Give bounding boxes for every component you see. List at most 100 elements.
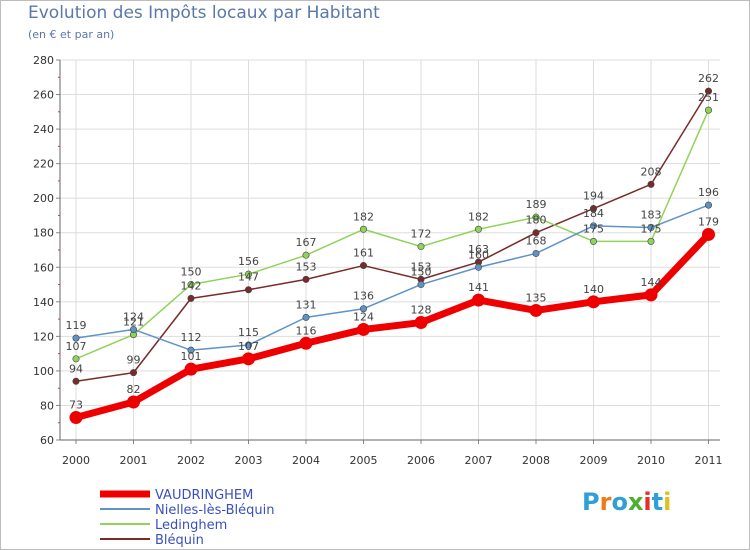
y-tick-label: 120 xyxy=(33,330,54,343)
data-label: 262 xyxy=(698,72,719,85)
data-point xyxy=(647,237,655,245)
data-point xyxy=(474,225,482,233)
data-label: 94 xyxy=(69,362,83,375)
data-label: 147 xyxy=(238,271,259,284)
y-tick-label: 220 xyxy=(33,158,54,171)
logo-letter: o xyxy=(611,488,628,516)
data-point xyxy=(589,222,597,230)
data-label: 82 xyxy=(127,383,141,396)
legend-label: Nielles-lès-Bléquin xyxy=(155,503,275,518)
x-tick-label: 2008 xyxy=(522,454,550,467)
data-label: 124 xyxy=(353,310,374,323)
x-tick-label: 2001 xyxy=(120,454,148,467)
data-label: 101 xyxy=(181,350,202,363)
logo-letter: r xyxy=(599,488,612,516)
data-label: 182 xyxy=(353,210,374,223)
series-line-Ledinghem xyxy=(75,109,710,360)
data-labels: 73 82 101 107 116 124 128 141 135 140 144 179 119 124… xyxy=(66,72,720,411)
data-label: 112 xyxy=(181,331,202,344)
data-point xyxy=(647,180,655,188)
y-tick-label: 100 xyxy=(33,365,54,378)
y-tick-label: 200 xyxy=(33,192,54,205)
data-label: 156 xyxy=(238,255,259,268)
data-point xyxy=(532,213,540,221)
data-point xyxy=(359,262,367,270)
data-point xyxy=(187,346,195,354)
data-label: 172 xyxy=(411,228,432,241)
proxiti-logo: Proxiti xyxy=(582,488,671,516)
data-point xyxy=(245,286,253,294)
data-label: 168 xyxy=(526,234,547,247)
data-label: 160 xyxy=(468,248,489,261)
data-label: 121 xyxy=(123,316,144,329)
data-point xyxy=(414,316,428,330)
legend-label: Bléquin xyxy=(155,533,204,548)
data-point xyxy=(72,355,80,363)
data-label: 182 xyxy=(468,210,489,223)
data-label: 107 xyxy=(238,340,259,353)
y-tick-label: 180 xyxy=(33,227,54,240)
x-tick-label: 2005 xyxy=(350,454,378,467)
y-tick-label: 160 xyxy=(33,261,54,274)
data-point xyxy=(359,305,367,313)
data-point xyxy=(302,275,310,283)
data-point xyxy=(302,251,310,259)
data-point xyxy=(187,281,195,289)
data-point xyxy=(130,325,138,333)
data-label: 144 xyxy=(641,276,662,289)
data-label: 131 xyxy=(296,298,317,311)
chart-title: Evolution des Impôts locaux par Habitant xyxy=(28,3,380,23)
logo-letter: i xyxy=(643,488,652,516)
data-label: 183 xyxy=(641,209,662,222)
data-point xyxy=(417,281,425,289)
data-label: 196 xyxy=(698,186,719,199)
data-point xyxy=(242,352,255,366)
y-tick-label: 80 xyxy=(40,399,54,412)
data-point xyxy=(245,270,253,278)
data-label: 184 xyxy=(583,207,604,220)
data-label: 175 xyxy=(583,222,604,235)
series-line-Bléquin xyxy=(75,90,710,383)
data-point xyxy=(704,201,712,209)
data-point xyxy=(184,362,198,376)
y-tick-label: 280 xyxy=(33,54,54,67)
data-point xyxy=(127,395,140,409)
data-point xyxy=(472,293,485,307)
grid xyxy=(60,59,720,441)
data-point xyxy=(187,294,195,302)
y-tick-label: 60 xyxy=(40,434,54,447)
legend-label: Ledinghem xyxy=(155,518,227,533)
data-point xyxy=(72,334,80,342)
plot-area xyxy=(60,60,720,440)
series xyxy=(69,87,715,425)
y-tick-label: 140 xyxy=(33,296,54,309)
data-label: 167 xyxy=(296,236,317,249)
data-label: 163 xyxy=(468,243,489,256)
data-label: 115 xyxy=(238,326,259,339)
data-label: 175 xyxy=(641,222,662,235)
chart-subtitle: (en € et par an) xyxy=(28,28,115,41)
x-tick-label: 2007 xyxy=(465,454,493,467)
data-point xyxy=(532,249,540,257)
data-point xyxy=(589,237,597,245)
data-point xyxy=(587,295,600,309)
data-point xyxy=(529,303,543,317)
data-point xyxy=(302,313,310,321)
x-tick-label: 2010 xyxy=(637,454,665,467)
y-tick-label: 240 xyxy=(33,123,54,136)
x-tick-label: 2011 xyxy=(695,454,723,467)
data-point xyxy=(647,224,655,232)
x-tick-label: 2006 xyxy=(407,454,435,467)
data-label: 153 xyxy=(296,260,317,273)
data-label: 107 xyxy=(66,340,87,353)
x-tick-label: 2004 xyxy=(292,454,320,467)
data-label: 208 xyxy=(641,165,662,178)
data-label: 180 xyxy=(526,214,547,227)
data-label: 135 xyxy=(526,291,547,304)
series-line-VAUDRINGHEM xyxy=(72,230,712,422)
data-point xyxy=(417,243,425,251)
data-label: 140 xyxy=(583,283,604,296)
data-point xyxy=(69,411,83,425)
data-label: 73 xyxy=(69,399,83,412)
data-point xyxy=(72,377,80,385)
